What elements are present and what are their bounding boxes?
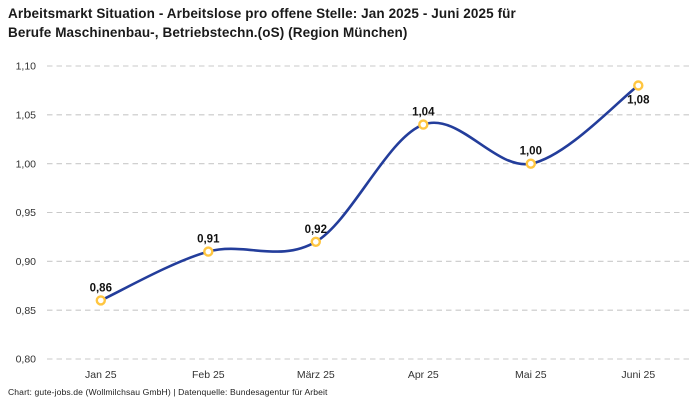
data-point-marker <box>95 295 107 306</box>
y-tick-label: 1,05 <box>16 109 37 121</box>
x-tick-label: März 25 <box>297 369 335 381</box>
y-tick-label: 1,00 <box>16 158 37 170</box>
chart-footer: Chart: gute-jobs.de (Wollmilchsau GmbH) … <box>8 387 328 397</box>
y-tick-label: 0,90 <box>16 256 37 268</box>
x-tick-label: Jan 25 <box>85 369 117 381</box>
data-point-label: 0,92 <box>305 224 327 236</box>
chart-title-line2: Berufe Maschinenbau-, Betriebstechn.(oS)… <box>8 24 408 40</box>
data-point-label: 1,08 <box>627 95 650 107</box>
chart-title: Arbeitsmarkt Situation - Arbeitslose pro… <box>8 5 692 42</box>
y-tick-label: 0,85 <box>16 305 37 317</box>
y-tick-label: 1,10 <box>16 61 37 73</box>
series-line <box>99 84 640 302</box>
chart-title-line1: Arbeitsmarkt Situation - Arbeitslose pro… <box>8 6 516 21</box>
y-tick-label: 0,80 <box>16 354 37 366</box>
x-tick-label: Apr 25 <box>408 369 439 381</box>
x-tick-label: Juni 25 <box>621 369 655 381</box>
data-point-label: 1,00 <box>520 146 542 158</box>
data-point-marker <box>310 236 321 248</box>
data-point-marker <box>633 80 644 91</box>
y-tick-label: 0,95 <box>16 207 37 219</box>
data-point-marker <box>418 119 429 130</box>
x-tick-label: Feb 25 <box>192 369 225 381</box>
data-point-label: 1,04 <box>412 107 435 119</box>
data-point-marker <box>203 246 214 257</box>
data-point-label: 0,91 <box>197 234 220 246</box>
x-tick-label: Mai 25 <box>515 369 547 381</box>
data-point-label: 0,86 <box>90 282 112 294</box>
data-point-marker <box>525 158 536 169</box>
